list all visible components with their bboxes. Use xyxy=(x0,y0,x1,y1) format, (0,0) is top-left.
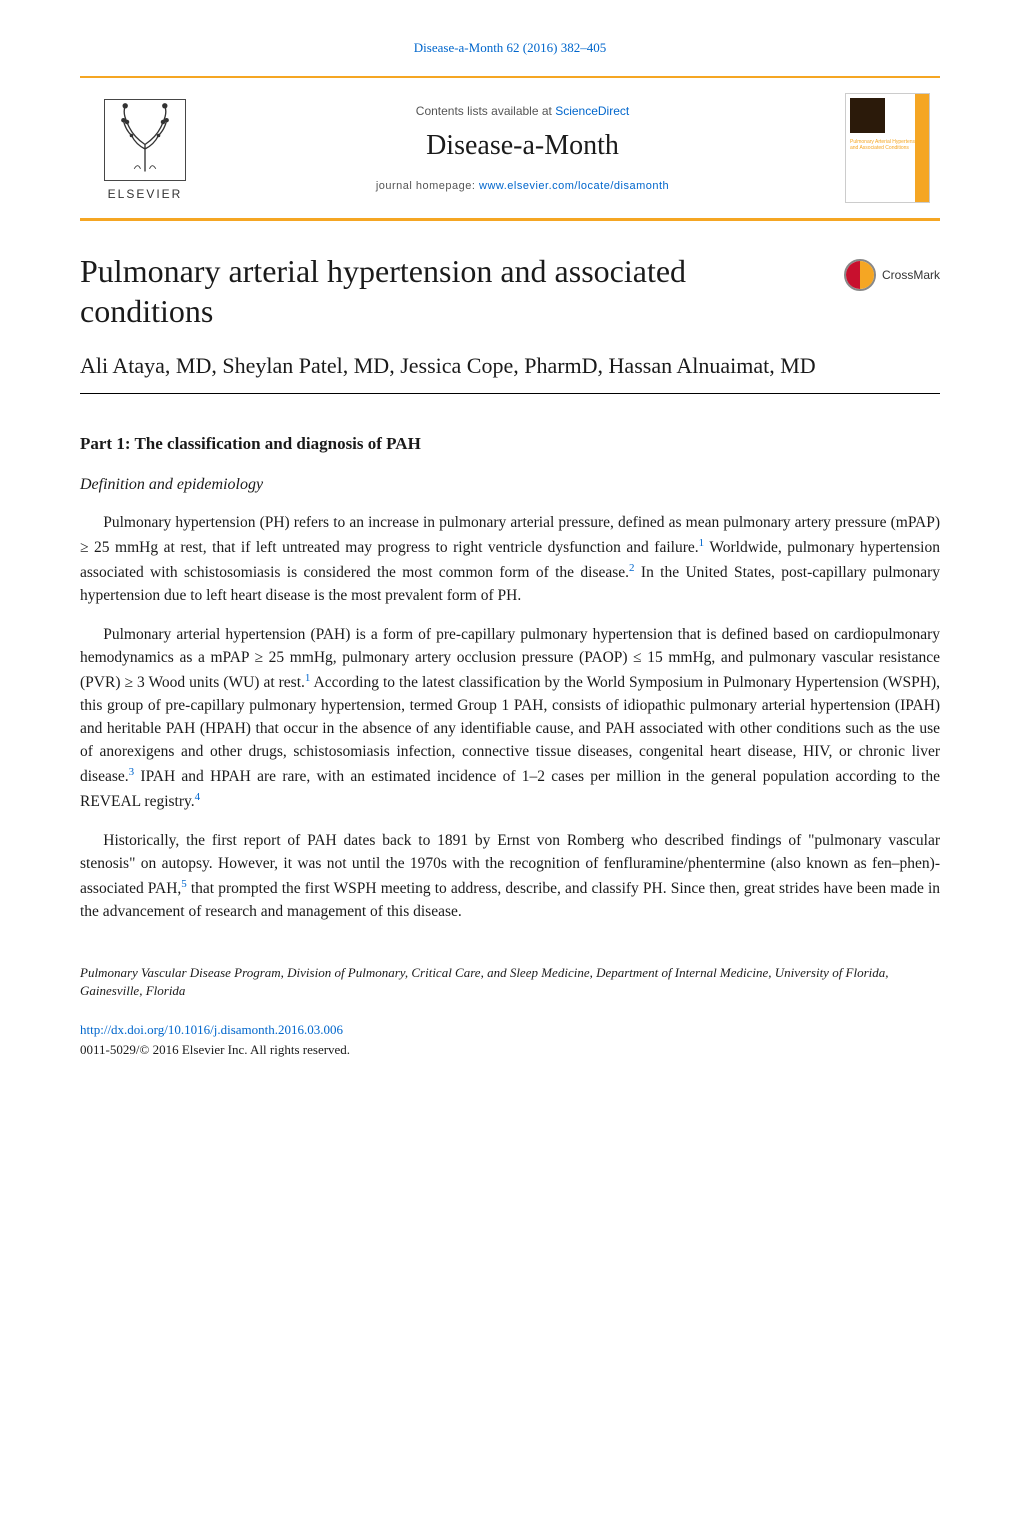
journal-title: Disease-a-Month xyxy=(215,130,830,162)
paragraph-1: Pulmonary hypertension (PH) refers to an… xyxy=(80,512,940,608)
crossmark-badge[interactable]: CrossMark xyxy=(844,259,940,291)
elsevier-wordmark: ELSEVIER xyxy=(108,187,183,201)
doi-link[interactable]: http://dx.doi.org/10.1016/j.disamonth.20… xyxy=(80,1022,343,1037)
paragraph-2: Pulmonary arterial hypertension (PAH) is… xyxy=(80,624,940,814)
author-affiliation: Pulmonary Vascular Disease Program, Divi… xyxy=(80,964,940,1000)
issn-copyright: 0011-5029/© 2016 Elsevier Inc. All right… xyxy=(80,1042,350,1057)
title-divider xyxy=(80,393,940,394)
author-list: Ali Ataya, MD, Sheylan Patel, MD, Jessic… xyxy=(80,351,940,381)
sciencedirect-link[interactable]: ScienceDirect xyxy=(555,104,629,118)
elsevier-logo: ELSEVIER xyxy=(90,95,200,201)
crossmark-label: CrossMark xyxy=(882,268,940,282)
citation-4[interactable]: 4 xyxy=(195,791,201,803)
journal-homepage: journal homepage: www.elsevier.com/locat… xyxy=(215,180,830,192)
elsevier-tree-icon xyxy=(100,95,190,185)
contents-listing: Contents lists available at ScienceDirec… xyxy=(215,104,830,118)
journal-header: ELSEVIER Contents lists available at Sci… xyxy=(80,76,940,221)
citation-link[interactable]: Disease-a-Month 62 (2016) 382–405 xyxy=(414,40,606,55)
article-title: Pulmonary arterial hypertension and asso… xyxy=(80,251,824,331)
homepage-link[interactable]: www.elsevier.com/locate/disamonth xyxy=(479,180,669,192)
journal-cover-thumbnail: Pulmonary Arterial Hypertension and Asso… xyxy=(845,93,930,203)
crossmark-icon xyxy=(844,259,876,291)
paragraph-3: Historically, the first report of PAH da… xyxy=(80,830,940,924)
footer-info: http://dx.doi.org/10.1016/j.disamonth.20… xyxy=(80,1020,940,1059)
body-text: Pulmonary hypertension (PH) refers to an… xyxy=(80,512,940,924)
section-heading-part1: Part 1: The classification and diagnosis… xyxy=(80,434,940,454)
citation-header: Disease-a-Month 62 (2016) 382–405 xyxy=(80,40,940,56)
subsection-heading-definition: Definition and epidemiology xyxy=(80,476,940,494)
